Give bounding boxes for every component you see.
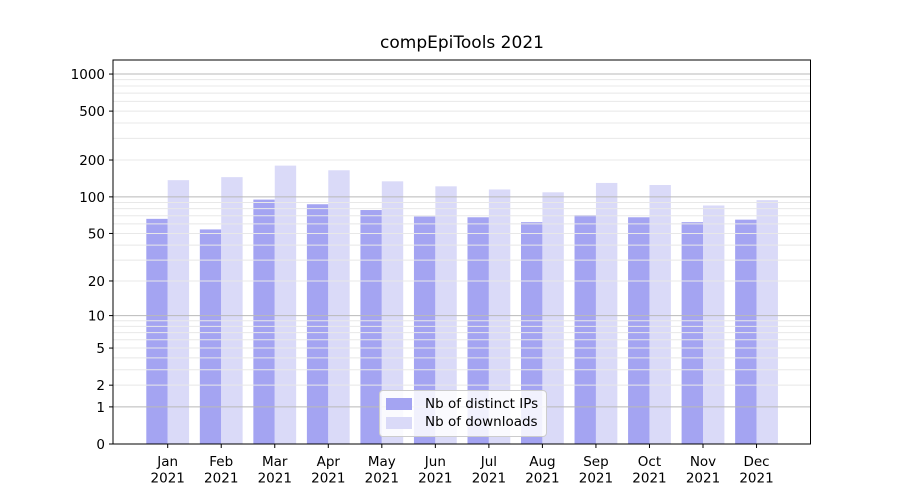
bar-downloads-nov <box>703 205 725 444</box>
bar-distinct-ips-jul <box>467 217 489 444</box>
y-tick-label: 0 <box>96 437 105 453</box>
x-tick-label-year: 2021 <box>258 471 292 487</box>
legend: Nb of distinct IPs Nb of downloads <box>379 390 547 437</box>
x-tick-label-year: 2021 <box>418 471 452 487</box>
legend-swatch-distinct-ips <box>386 398 412 411</box>
y-tick-label: 1 <box>96 400 105 416</box>
bar-downloads-jan <box>167 180 190 445</box>
bar-downloads-may <box>381 181 404 445</box>
legend-item-downloads: Nb of downloads <box>386 414 538 432</box>
x-tick-label-month: Feb <box>209 454 233 470</box>
legend-label-downloads: Nb of downloads <box>425 414 538 430</box>
y-tick-label: 100 <box>79 190 105 206</box>
plot-border <box>112 59 811 445</box>
y-tick-label: 1000 <box>71 67 105 83</box>
x-tick-label-month: Jul <box>480 454 497 470</box>
bar-downloads-feb <box>221 177 243 444</box>
x-tick-label-month: Jun <box>424 454 446 470</box>
x-tick-label-month: Oct <box>638 454 661 470</box>
bar-distinct-ips-oct <box>628 217 650 444</box>
bar-downloads-aug <box>542 192 564 444</box>
x-tick-label-month: Sep <box>583 454 608 470</box>
y-tick-label: 10 <box>88 309 105 325</box>
x-tick-label-year: 2021 <box>204 471 238 487</box>
legend-swatch-downloads <box>386 416 412 429</box>
x-tick-label-year: 2021 <box>579 471 613 487</box>
y-tick-label: 500 <box>79 104 105 120</box>
y-tick-label: 200 <box>79 153 105 169</box>
bar-downloads-mar <box>274 165 297 444</box>
x-tick-label-year: 2021 <box>365 471 399 487</box>
x-tick-label-year: 2021 <box>151 471 185 487</box>
bar-downloads-apr <box>328 170 350 444</box>
x-tick-label-month: Jan <box>156 454 178 470</box>
bar-downloads-dec <box>756 200 778 444</box>
bar-distinct-ips-apr <box>306 204 329 444</box>
bar-distinct-ips-mar <box>253 199 275 444</box>
x-tick-label-month: Dec <box>743 454 769 470</box>
y-tick-label: 20 <box>88 274 105 290</box>
x-tick-label-year: 2021 <box>525 471 559 487</box>
bar-distinct-ips-jun <box>413 216 436 444</box>
bar-downloads-oct <box>649 185 671 445</box>
y-tick-label: 2 <box>96 378 105 394</box>
bar-distinct-ips-feb <box>199 229 222 444</box>
x-tick-label-month: Aug <box>529 454 555 470</box>
x-tick-label-year: 2021 <box>686 471 720 487</box>
legend-label-distinct-ips: Nb of distinct IPs <box>425 395 539 412</box>
legend-item-distinct-ips: Nb of distinct IPs <box>386 395 539 413</box>
bar-distinct-ips-sep <box>574 214 596 444</box>
bar-distinct-ips-dec <box>735 219 757 444</box>
x-tick-label-year: 2021 <box>472 471 506 487</box>
x-tick-label-year: 2021 <box>739 471 773 487</box>
x-tick-label-month: Apr <box>317 454 341 470</box>
x-tick-label-year: 2021 <box>632 471 666 487</box>
y-tick-label: 5 <box>96 341 105 357</box>
x-tick-label-month: May <box>368 454 396 470</box>
y-tick-label: 50 <box>88 226 105 242</box>
x-tick-label-year: 2021 <box>311 471 345 487</box>
x-tick-label-month: Nov <box>690 454 716 470</box>
x-tick-label-month: Mar <box>262 454 288 470</box>
bar-downloads-jul <box>488 189 511 444</box>
chart-title: compEpiTools 2021 <box>380 33 544 53</box>
bar-distinct-ips-jan <box>146 218 168 444</box>
bar-downloads-sep <box>595 182 618 445</box>
